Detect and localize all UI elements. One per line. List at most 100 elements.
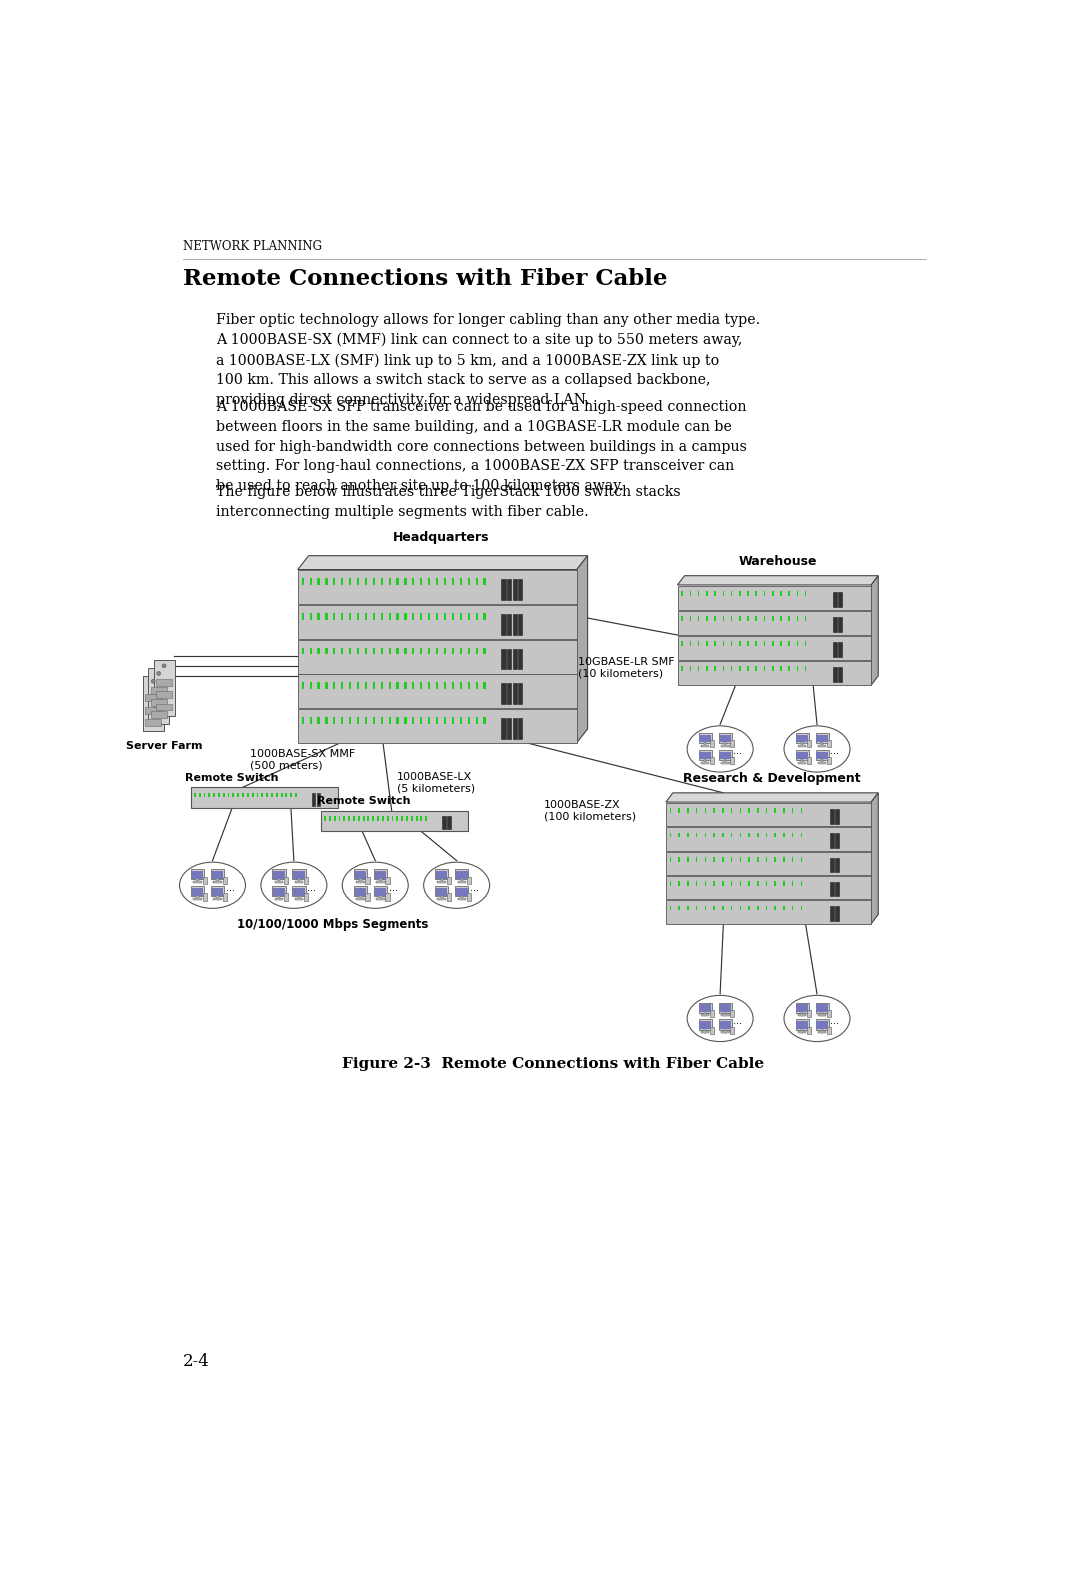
Bar — [815, 1003, 828, 1013]
Bar — [690, 641, 691, 647]
Bar — [324, 816, 326, 821]
Ellipse shape — [423, 862, 489, 909]
Bar — [690, 592, 691, 597]
Bar — [835, 906, 839, 922]
Bar — [507, 717, 511, 738]
Bar — [193, 881, 202, 882]
Bar — [318, 612, 320, 620]
Text: Remote Switch: Remote Switch — [185, 772, 279, 783]
Text: 1000BASE-ZX
(100 kilometers): 1000BASE-ZX (100 kilometers) — [544, 799, 636, 821]
Bar — [816, 1020, 828, 1028]
Bar — [687, 857, 689, 862]
Bar — [148, 669, 170, 724]
Polygon shape — [677, 576, 878, 586]
Bar — [798, 744, 807, 747]
Bar — [666, 851, 872, 874]
Bar — [501, 579, 505, 600]
Bar — [357, 612, 360, 620]
Bar — [677, 586, 872, 611]
Bar — [714, 906, 715, 911]
Bar — [801, 743, 804, 746]
Bar — [436, 887, 447, 895]
Bar — [197, 895, 199, 900]
Bar — [513, 683, 517, 703]
Bar — [666, 900, 872, 923]
Bar — [274, 898, 283, 900]
Bar — [719, 1020, 731, 1028]
Bar — [740, 832, 741, 837]
Bar — [792, 906, 794, 911]
Bar — [800, 809, 802, 813]
Bar — [334, 816, 336, 821]
Bar — [216, 878, 219, 882]
Bar — [507, 614, 511, 634]
Bar — [365, 717, 367, 724]
Bar — [687, 809, 689, 813]
Bar — [456, 887, 468, 895]
Bar — [325, 578, 327, 586]
Bar — [266, 793, 268, 798]
Bar — [670, 906, 672, 911]
Bar — [310, 647, 312, 655]
Bar — [426, 816, 428, 821]
Bar — [772, 617, 773, 622]
Bar — [468, 717, 470, 724]
Bar — [670, 857, 672, 862]
Bar — [699, 1019, 712, 1030]
Bar — [837, 667, 841, 681]
Bar — [386, 893, 390, 901]
Bar — [420, 578, 422, 586]
Bar — [442, 816, 446, 829]
Bar — [396, 681, 399, 689]
Bar — [444, 717, 446, 724]
Bar — [507, 648, 511, 669]
Bar — [757, 906, 758, 911]
Bar — [706, 592, 707, 597]
Text: 1000BASE-LX
(5 kilometers): 1000BASE-LX (5 kilometers) — [397, 772, 475, 794]
Bar — [772, 641, 773, 647]
Bar — [428, 612, 430, 620]
Bar — [354, 887, 366, 895]
Bar — [748, 881, 750, 885]
Bar — [334, 681, 336, 689]
Bar — [435, 887, 448, 896]
Text: The figure below illustrates three TigerStack 1000 switch stacks
interconnecting: The figure below illustrates three Tiger… — [216, 485, 681, 518]
Bar — [723, 906, 724, 911]
Bar — [699, 1003, 712, 1013]
Bar — [731, 641, 732, 647]
Bar — [833, 667, 837, 681]
Bar — [766, 906, 767, 911]
Bar — [501, 717, 505, 738]
Bar — [698, 666, 700, 672]
Bar — [396, 578, 399, 586]
Bar — [222, 876, 227, 884]
Bar — [191, 870, 204, 879]
Bar — [706, 641, 707, 647]
Bar — [766, 832, 767, 837]
Bar — [428, 717, 430, 724]
Bar — [441, 895, 443, 900]
Bar — [458, 881, 467, 882]
Bar — [379, 895, 381, 900]
Bar — [699, 733, 712, 743]
Bar — [756, 666, 757, 672]
Ellipse shape — [687, 995, 753, 1041]
Bar — [696, 857, 698, 862]
Ellipse shape — [687, 725, 753, 772]
Bar — [451, 578, 454, 586]
Bar — [318, 647, 320, 655]
Bar — [835, 809, 839, 824]
Bar — [704, 758, 706, 763]
Ellipse shape — [342, 862, 408, 909]
Bar — [274, 881, 283, 882]
Bar — [348, 816, 350, 821]
Bar — [801, 758, 804, 763]
Bar — [807, 757, 811, 765]
Bar — [447, 876, 451, 884]
Bar — [739, 666, 741, 672]
Bar — [837, 592, 841, 608]
Bar — [451, 612, 454, 620]
Bar — [281, 793, 283, 798]
Bar — [293, 870, 306, 879]
Bar — [284, 893, 288, 901]
